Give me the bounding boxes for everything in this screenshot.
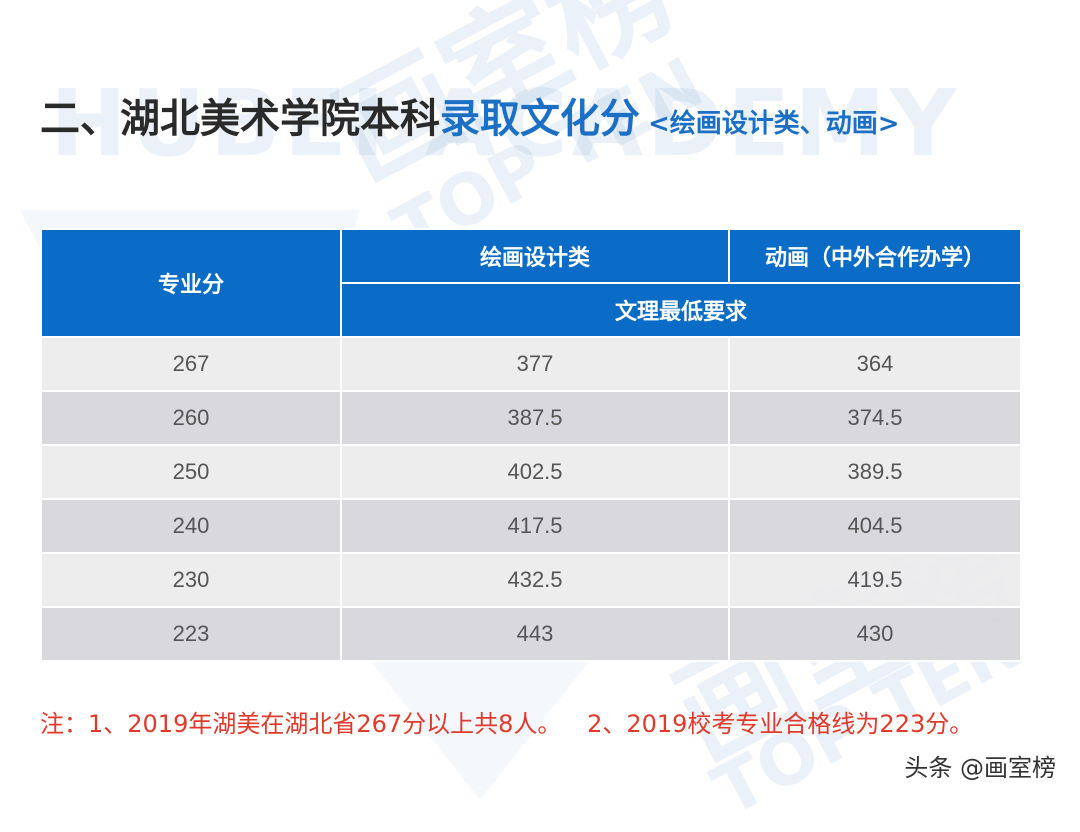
- header-animation: 动画（中外合作办学）: [728, 228, 1022, 284]
- score-table: 专业分 绘画设计类 动画（中外合作办学） 文理最低要求 267 377 364 …: [40, 228, 1022, 662]
- source-brand: 头条 @画室榜: [904, 754, 1056, 782]
- cell-animation: 389.5: [728, 444, 1022, 500]
- footnote-part-1: 注：1、2019年湖美在湖北省267分以上共8人。: [40, 710, 562, 738]
- cell-score: 267: [40, 336, 342, 392]
- footnote: 注：1、2019年湖美在湖北省267分以上共8人。 2、2019校考专业合格线为…: [40, 704, 973, 739]
- table-row: 250 402.5 389.5: [40, 444, 1022, 500]
- header-subheader: 文理最低要求: [340, 282, 1022, 338]
- table-row: 267 377 364: [40, 336, 1022, 392]
- footnote-part-2: 2、2019校考专业合格线为223分。: [587, 710, 974, 738]
- admission-table: 专业分 绘画设计类 动画（中外合作办学） 文理最低要求 267 377 364 …: [40, 228, 1022, 662]
- cell-painting-design: 402.5: [340, 444, 730, 500]
- cell-painting-design: 387.5: [340, 390, 730, 446]
- header-row-label: 专业分: [40, 228, 342, 338]
- title-subtitle: <绘画设计类、动画>: [648, 109, 900, 139]
- table-row: 260 387.5 374.5: [40, 390, 1022, 446]
- table-row: 223 443 430: [40, 606, 1022, 662]
- cell-painting-design: 443: [340, 606, 730, 662]
- cell-animation: 404.5: [728, 498, 1022, 554]
- table-row: 240 417.5 404.5: [40, 498, 1022, 554]
- cell-animation: 430: [728, 606, 1022, 662]
- cell-animation: 419.5: [728, 552, 1022, 608]
- title-main: 二、湖北美术学院本科: [40, 96, 440, 142]
- cell-animation: 374.5: [728, 390, 1022, 446]
- cell-painting-design: 432.5: [340, 552, 730, 608]
- table-row: 230 432.5 419.5: [40, 552, 1022, 608]
- header-painting-design: 绘画设计类: [340, 228, 730, 284]
- cell-painting-design: 377: [340, 336, 730, 392]
- cell-score: 223: [40, 606, 342, 662]
- cell-score: 230: [40, 552, 342, 608]
- page-title: 二、湖北美术学院本科 录取文化分 <绘画设计类、动画>: [40, 86, 900, 144]
- cell-score: 260: [40, 390, 342, 446]
- cell-score: 250: [40, 444, 342, 500]
- title-accent: 录取文化分: [440, 96, 640, 142]
- cell-painting-design: 417.5: [340, 498, 730, 554]
- cell-score: 240: [40, 498, 342, 554]
- cell-animation: 364: [728, 336, 1022, 392]
